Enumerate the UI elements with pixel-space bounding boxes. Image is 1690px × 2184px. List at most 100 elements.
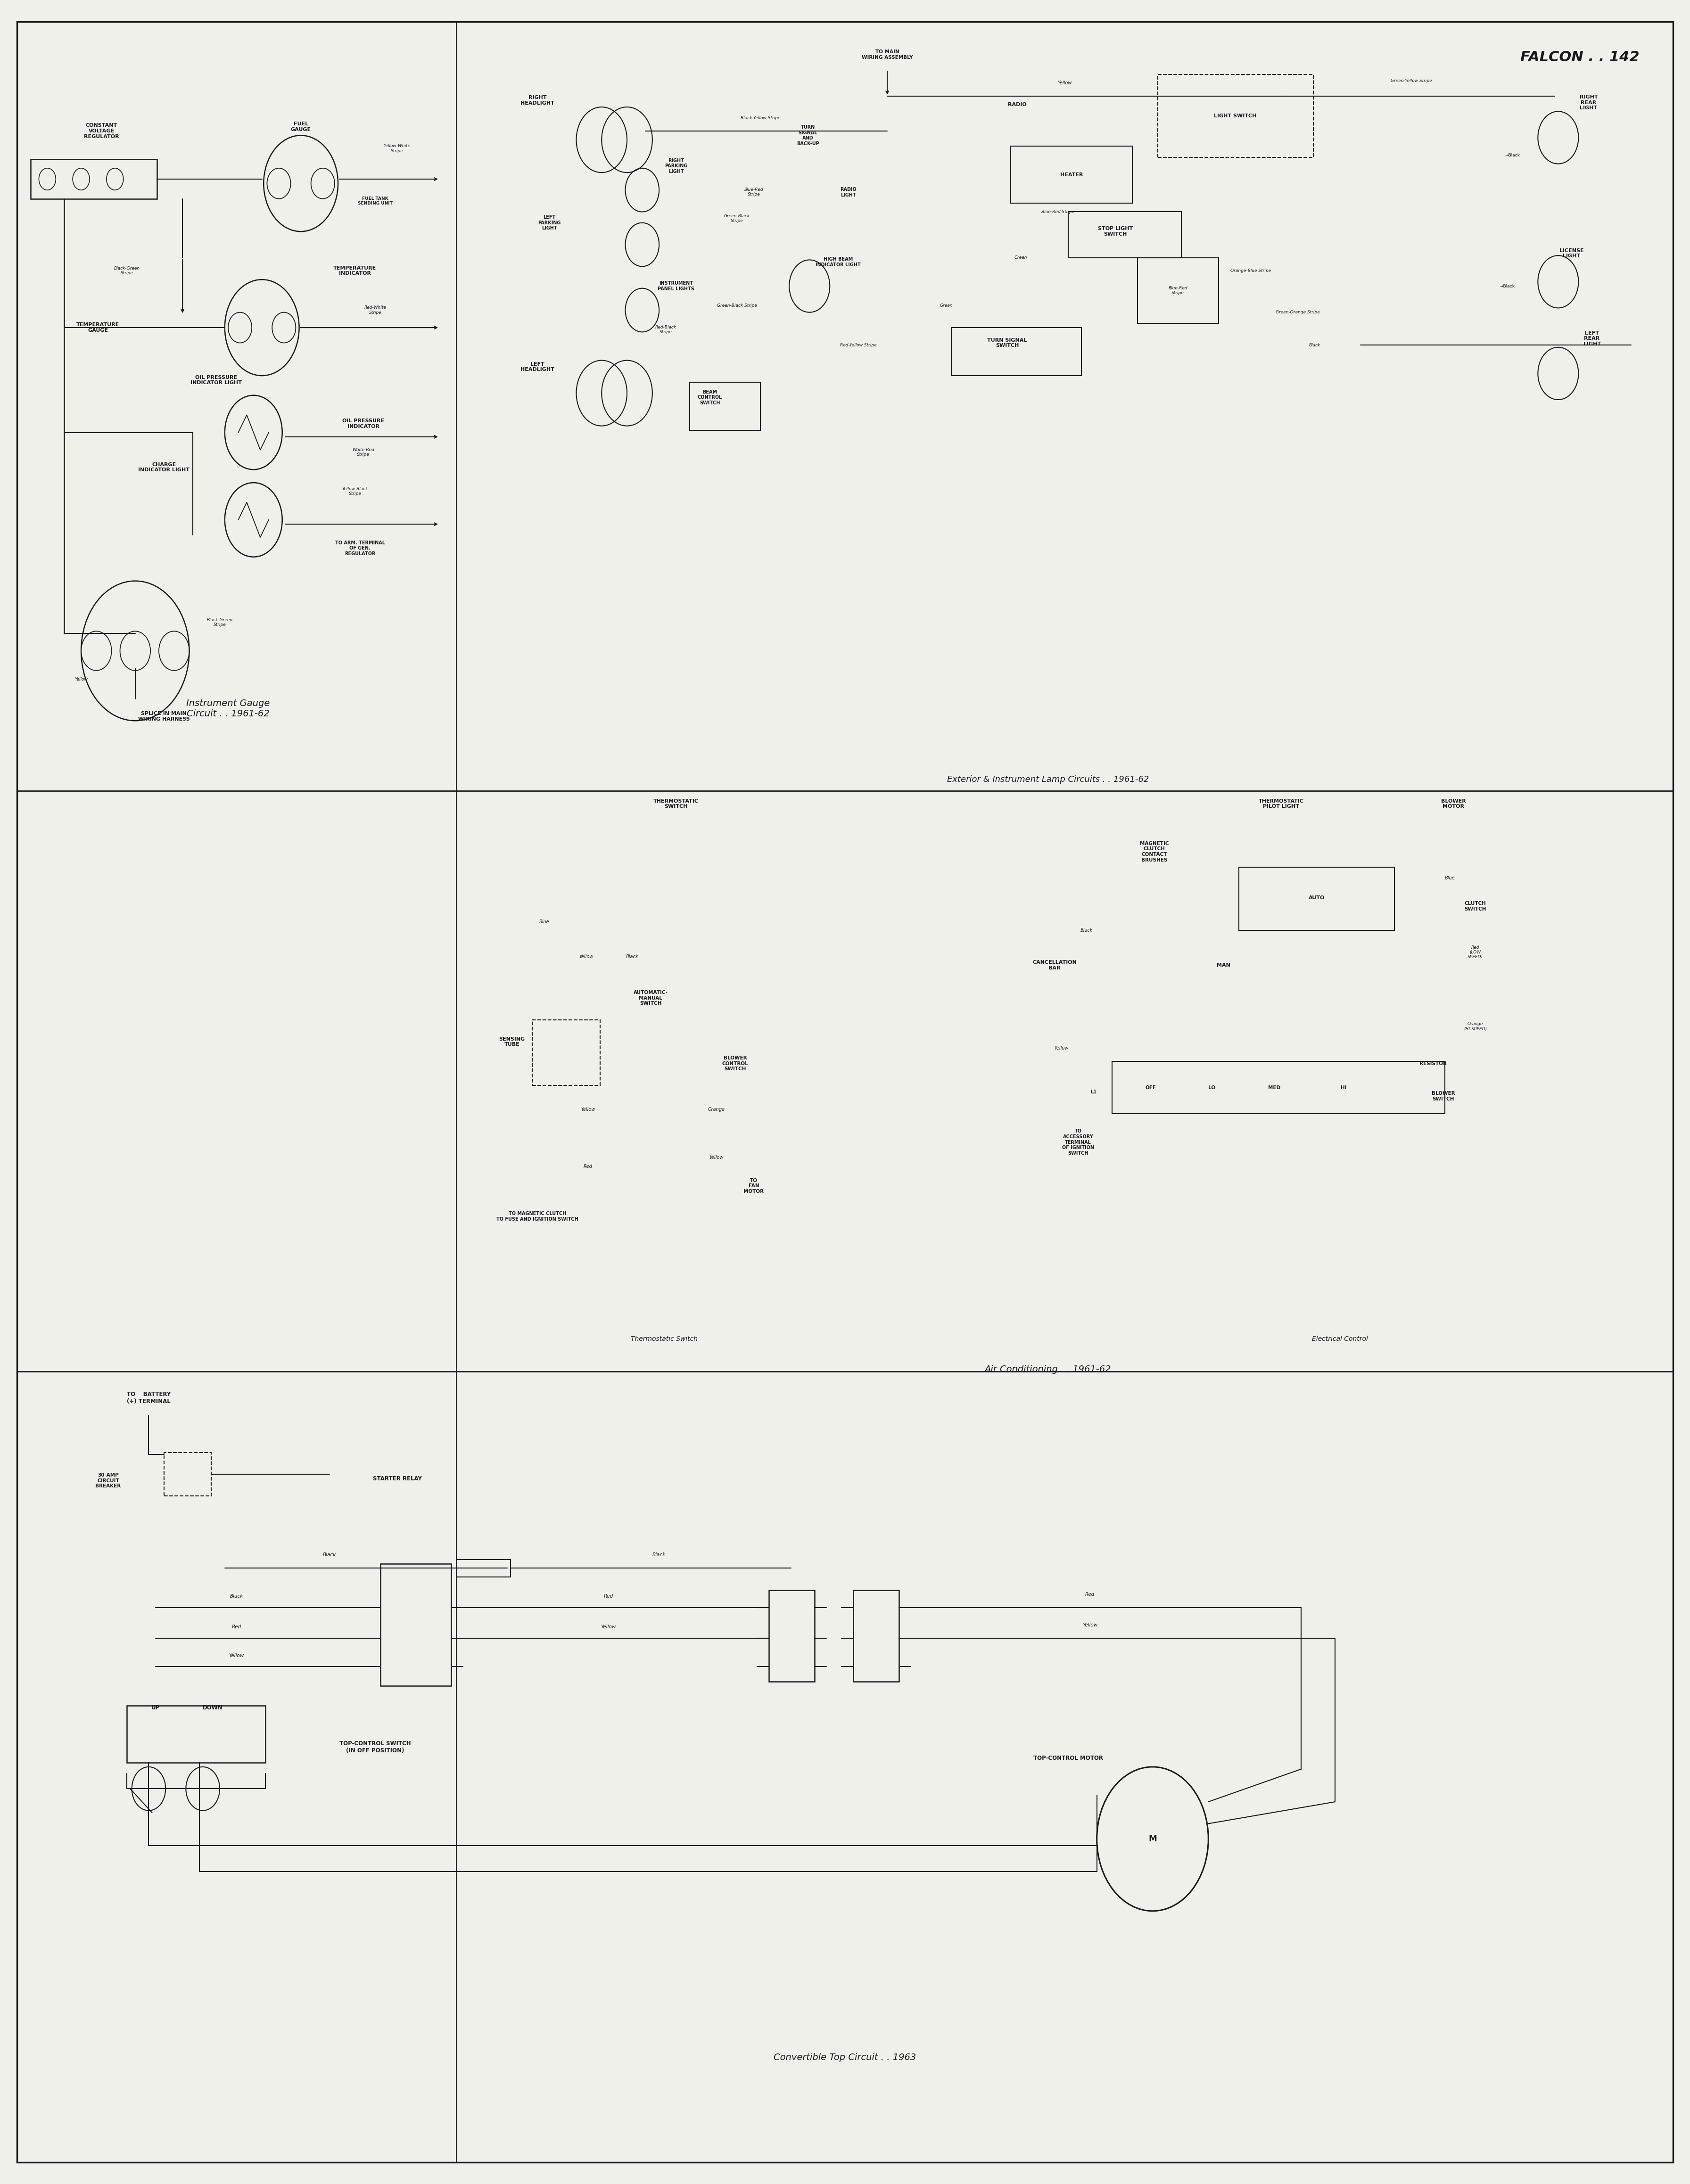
Text: SENSING
TUBE: SENSING TUBE bbox=[499, 1037, 526, 1046]
Text: RIGHT
HEADLIGHT: RIGHT HEADLIGHT bbox=[521, 96, 554, 105]
Bar bbox=[127, 1706, 265, 1762]
Text: LEFT
PARKING
LIGHT: LEFT PARKING LIGHT bbox=[537, 214, 561, 232]
Text: DOWN: DOWN bbox=[203, 1706, 223, 1710]
Text: Yellow-Black
Stripe: Yellow-Black Stripe bbox=[341, 487, 368, 496]
Text: BLOWER
SWITCH: BLOWER SWITCH bbox=[1431, 1092, 1455, 1101]
Text: Black: Black bbox=[1080, 928, 1093, 933]
Text: UP: UP bbox=[150, 1706, 161, 1710]
Text: MAGNETIC
CLUTCH
CONTACT
BRUSHES: MAGNETIC CLUTCH CONTACT BRUSHES bbox=[1139, 841, 1169, 863]
Text: Thermostatic Switch: Thermostatic Switch bbox=[630, 1334, 698, 1343]
Text: Black-Yellow Stripe: Black-Yellow Stripe bbox=[740, 116, 781, 120]
Text: Orange: Orange bbox=[708, 1107, 725, 1112]
Text: Instrument Gauge
Circuit . . 1961-62: Instrument Gauge Circuit . . 1961-62 bbox=[186, 699, 270, 719]
Text: Yellow: Yellow bbox=[602, 1625, 615, 1629]
Text: Blue-Red
Stripe: Blue-Red Stripe bbox=[1168, 286, 1188, 295]
Bar bbox=[1239, 867, 1394, 930]
Text: Yellow: Yellow bbox=[580, 954, 593, 959]
Text: TOP-CONTROL SWITCH
(IN OFF POSITION): TOP-CONTROL SWITCH (IN OFF POSITION) bbox=[340, 1741, 411, 1754]
Text: Green-Black
Stripe: Green-Black Stripe bbox=[723, 214, 750, 223]
Text: Blue: Blue bbox=[539, 919, 549, 924]
Text: Yellow: Yellow bbox=[74, 677, 88, 681]
Text: LEFT
REAR
LIGHT: LEFT REAR LIGHT bbox=[1584, 330, 1600, 347]
Text: THERMOSTATIC
SWITCH: THERMOSTATIC SWITCH bbox=[654, 799, 698, 808]
Text: Yellow: Yellow bbox=[581, 1107, 595, 1112]
Text: Blue: Blue bbox=[1445, 876, 1455, 880]
Bar bbox=[164, 1452, 211, 1496]
Text: Yellow: Yellow bbox=[1055, 1046, 1068, 1051]
Text: FUEL TANK
SENDING UNIT: FUEL TANK SENDING UNIT bbox=[358, 197, 392, 205]
Text: Green: Green bbox=[1014, 256, 1028, 260]
Bar bbox=[951, 328, 1082, 376]
Text: HEATER: HEATER bbox=[1060, 173, 1083, 177]
Text: Black: Black bbox=[652, 1553, 666, 1557]
Text: BLOWER
CONTROL
SWITCH: BLOWER CONTROL SWITCH bbox=[722, 1055, 749, 1072]
Text: RADIO
LIGHT: RADIO LIGHT bbox=[840, 188, 857, 197]
Text: LIGHT SWITCH: LIGHT SWITCH bbox=[1213, 114, 1257, 118]
Text: Black: Black bbox=[1310, 343, 1320, 347]
Text: CONSTANT
VOLTAGE
REGULATOR: CONSTANT VOLTAGE REGULATOR bbox=[84, 122, 118, 140]
Text: CANCELLATION
BAR: CANCELLATION BAR bbox=[1033, 961, 1077, 970]
Text: RESISTOR: RESISTOR bbox=[1420, 1061, 1447, 1066]
Text: Yellow: Yellow bbox=[710, 1155, 723, 1160]
Text: Red-Black
Stripe: Red-Black Stripe bbox=[656, 325, 676, 334]
Bar bbox=[1011, 146, 1132, 203]
Bar bbox=[456, 1559, 510, 1577]
Bar bbox=[769, 1590, 815, 1682]
Text: TO
FAN
MOTOR: TO FAN MOTOR bbox=[744, 1177, 764, 1195]
Text: Red
(LOW
SPEED): Red (LOW SPEED) bbox=[1467, 946, 1484, 959]
Text: Red: Red bbox=[603, 1594, 613, 1599]
Text: Orange
(HI-SPEED): Orange (HI-SPEED) bbox=[1464, 1022, 1487, 1031]
Text: Yellow: Yellow bbox=[230, 1653, 243, 1658]
Text: MED: MED bbox=[1268, 1085, 1281, 1090]
Bar bbox=[1137, 258, 1218, 323]
Text: Black: Black bbox=[625, 954, 639, 959]
Bar bbox=[532, 1020, 600, 1085]
Text: RADIO: RADIO bbox=[1007, 103, 1028, 107]
Text: Black: Black bbox=[323, 1553, 336, 1557]
Text: LO: LO bbox=[1208, 1085, 1215, 1090]
Bar bbox=[1112, 1061, 1445, 1114]
Text: →Black: →Black bbox=[1506, 153, 1519, 157]
Text: Yellow-White
Stripe: Yellow-White Stripe bbox=[384, 144, 411, 153]
Bar bbox=[1068, 212, 1181, 258]
Text: FALCON . . 142: FALCON . . 142 bbox=[1521, 50, 1639, 63]
Bar bbox=[380, 1564, 451, 1686]
Text: Black-Green
Stripe: Black-Green Stripe bbox=[113, 266, 140, 275]
Text: BLOWER
MOTOR: BLOWER MOTOR bbox=[1442, 799, 1465, 808]
Text: Convertible Top Circuit . . 1963: Convertible Top Circuit . . 1963 bbox=[774, 2053, 916, 2062]
Text: LEFT
HEADLIGHT: LEFT HEADLIGHT bbox=[521, 363, 554, 371]
Text: FUEL
GAUGE: FUEL GAUGE bbox=[291, 122, 311, 131]
Text: HI: HI bbox=[1340, 1085, 1347, 1090]
Text: OIL PRESSURE
INDICATOR: OIL PRESSURE INDICATOR bbox=[343, 419, 384, 428]
Text: Green-Yellow Stripe: Green-Yellow Stripe bbox=[1391, 79, 1431, 83]
Text: CHARGE
INDICATOR LIGHT: CHARGE INDICATOR LIGHT bbox=[139, 463, 189, 472]
Text: Red-White
Stripe: Red-White Stripe bbox=[363, 306, 387, 314]
Text: HIGH BEAM
INDICATOR LIGHT: HIGH BEAM INDICATOR LIGHT bbox=[816, 258, 860, 266]
Bar bbox=[30, 159, 157, 199]
Text: Green-Black Stripe: Green-Black Stripe bbox=[717, 304, 757, 308]
Text: M: M bbox=[1149, 1835, 1156, 1843]
Text: TEMPERATURE
INDICATOR: TEMPERATURE INDICATOR bbox=[333, 266, 377, 275]
Text: 30-AMP
CIRCUIT
BREAKER: 30-AMP CIRCUIT BREAKER bbox=[95, 1472, 122, 1489]
Bar bbox=[1158, 74, 1313, 157]
Text: Red-Yellow Stripe: Red-Yellow Stripe bbox=[840, 343, 877, 347]
Text: OIL PRESSURE
INDICATOR LIGHT: OIL PRESSURE INDICATOR LIGHT bbox=[191, 376, 242, 384]
Text: THERMOSTATIC
PILOT LIGHT: THERMOSTATIC PILOT LIGHT bbox=[1259, 799, 1303, 808]
Text: AUTO: AUTO bbox=[1308, 895, 1325, 900]
Text: TO ARM. TERMINAL
OF GEN.
REGULATOR: TO ARM. TERMINAL OF GEN. REGULATOR bbox=[335, 539, 385, 557]
Text: INSTRUMENT
PANEL LIGHTS: INSTRUMENT PANEL LIGHTS bbox=[657, 282, 695, 290]
Text: →Black: →Black bbox=[1501, 284, 1514, 288]
Text: TURN SIGNAL
SWITCH: TURN SIGNAL SWITCH bbox=[987, 339, 1028, 347]
Text: Green: Green bbox=[940, 304, 953, 308]
Text: TO MAGNETIC CLUTCH
TO FUSE AND IGNITION SWITCH: TO MAGNETIC CLUTCH TO FUSE AND IGNITION … bbox=[497, 1212, 578, 1221]
Bar bbox=[690, 382, 760, 430]
Text: Electrical Control: Electrical Control bbox=[1311, 1334, 1369, 1343]
Bar bbox=[853, 1590, 899, 1682]
Text: TO
ACCESSORY
TERMINAL
OF IGNITION
SWITCH: TO ACCESSORY TERMINAL OF IGNITION SWITCH bbox=[1063, 1129, 1093, 1155]
Text: MAN: MAN bbox=[1217, 963, 1230, 968]
Text: Yellow: Yellow bbox=[1083, 1623, 1097, 1627]
Text: TEMPERATURE
GAUGE: TEMPERATURE GAUGE bbox=[76, 323, 120, 332]
Text: Yellow: Yellow bbox=[1058, 81, 1071, 85]
Text: Blue-Red Stripe: Blue-Red Stripe bbox=[1041, 210, 1075, 214]
Text: Black: Black bbox=[230, 1594, 243, 1599]
